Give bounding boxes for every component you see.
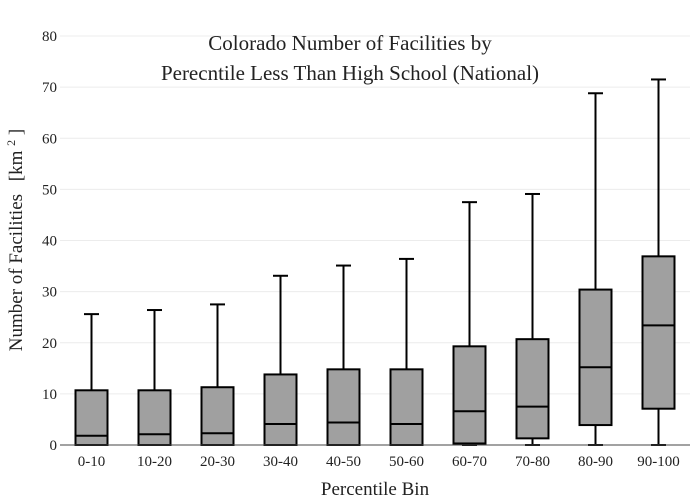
y-tick-label: 80	[42, 29, 57, 45]
x-tick-label: 60-70	[452, 454, 487, 470]
box-layer	[74, 78, 676, 447]
box-90-100	[641, 78, 676, 446]
box-iqr	[263, 373, 298, 447]
x-tick-label: 10-20	[137, 454, 172, 470]
box-iqr	[137, 389, 172, 447]
x-tick-label: 0-10	[78, 454, 106, 470]
y-tick-label: 20	[42, 336, 57, 352]
box-iqr	[389, 368, 424, 446]
y-axis-label: Number of Facilities [km 2 ]	[0, 129, 27, 351]
y-tick-label: 30	[42, 285, 57, 301]
chart-title-line-2: Perecntile Less Than High School (Nation…	[161, 61, 539, 85]
x-axis-label: Percentile Bin	[321, 479, 430, 500]
box-10-20	[137, 309, 172, 447]
x-tick-label: 70-80	[515, 454, 550, 470]
box-80-90	[578, 92, 613, 446]
y-tick-label: 10	[42, 387, 57, 403]
box-50-60	[389, 257, 424, 446]
box-20-30	[200, 303, 235, 447]
y-tick-label: 70	[42, 80, 57, 96]
box-0-10	[74, 313, 109, 447]
y-tick-label: 60	[42, 131, 57, 147]
box-iqr	[452, 345, 487, 445]
chart-title-line-1: Colorado Number of Facilities by	[208, 31, 492, 55]
y-axis-label-unit: [km	[6, 150, 27, 181]
box-70-80	[515, 192, 550, 446]
x-tick-label: 40-50	[326, 454, 361, 470]
x-tick-label: 90-100	[637, 454, 680, 470]
y-tick-label: 50	[42, 182, 57, 198]
x-tick-label: 30-40	[263, 454, 298, 470]
y-axis-label-unit-sup: 2	[4, 140, 18, 146]
x-tick-label: 20-30	[200, 454, 235, 470]
box-60-70	[452, 201, 487, 446]
y-tick-labels: 0 10 20 30 40 50 60 70 80	[42, 29, 57, 454]
x-tick-label: 50-60	[389, 454, 424, 470]
box-iqr	[326, 368, 361, 446]
box-iqr	[641, 255, 676, 410]
grid-lines	[60, 35, 690, 395]
y-tick-label: 0	[50, 438, 58, 454]
y-axis-label-unit-close: ]	[6, 129, 27, 135]
y-tick-label: 40	[42, 234, 57, 250]
x-tick-label: 80-90	[578, 454, 613, 470]
box-iqr	[200, 386, 235, 447]
box-40-50	[326, 264, 361, 446]
box-30-40	[263, 274, 298, 447]
box-iqr	[515, 338, 550, 440]
x-tick-labels: 0-10 10-20 20-30 30-40 40-50 50-60 60-70 70-80 8…	[78, 454, 680, 470]
y-axis-label-text: Number of Facilities	[6, 194, 27, 351]
box-iqr	[578, 288, 613, 427]
